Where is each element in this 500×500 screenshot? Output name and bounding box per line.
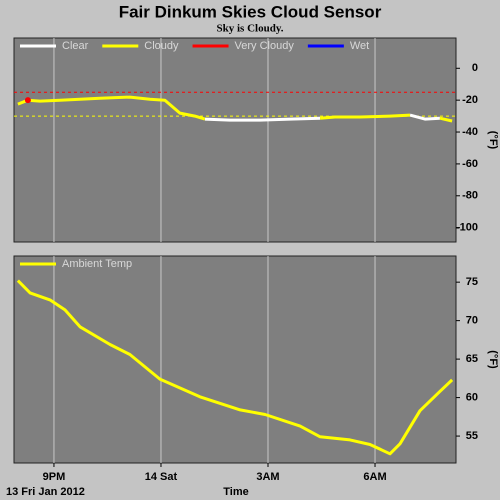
x-tick-label: 9PM [43, 471, 66, 483]
y-tick-label: -40 [462, 126, 478, 138]
date-label: 13 Fri Jan 2012 [6, 486, 85, 498]
data-line [409, 113, 440, 121]
y-axis-label: (°F) [487, 131, 499, 150]
y-axis-label: (°F) [487, 350, 499, 369]
y-tick-label: 65 [466, 353, 478, 365]
y-tick-label: -80 [462, 190, 478, 202]
chart-subtitle: Sky is Cloudy. [217, 23, 284, 35]
legend-label: Ambient Temp [62, 258, 132, 270]
plot-area [13, 37, 457, 243]
x-axis-label: Time [223, 486, 248, 498]
y-tick-label: 70 [466, 315, 478, 327]
y-tick-label: 55 [466, 430, 478, 442]
data-line [16, 279, 454, 456]
chart-title: Fair Dinkum Skies Cloud Sensor [119, 2, 382, 21]
data-line [439, 116, 453, 123]
y-tick-label: -100 [456, 222, 478, 234]
legend-label: Very Cloudy [235, 40, 295, 52]
y-tick-label: -60 [462, 158, 478, 170]
data-point [24, 97, 31, 104]
legend-label: Cloudy [144, 40, 179, 52]
legend-label: Wet [350, 40, 369, 52]
y-tick-label: 60 [466, 391, 478, 403]
data-line [319, 113, 411, 120]
x-tick-label: 14 Sat [145, 471, 178, 483]
data-line [204, 116, 321, 122]
data-line [17, 95, 206, 121]
plot-area [13, 255, 457, 464]
legend-label: Clear [62, 40, 89, 52]
x-tick-label: 6AM [363, 471, 386, 483]
y-tick-label: 75 [466, 276, 478, 288]
x-tick-label: 3AM [256, 471, 279, 483]
y-tick-label: -20 [462, 94, 478, 106]
y-tick-label: 0 [472, 62, 478, 74]
